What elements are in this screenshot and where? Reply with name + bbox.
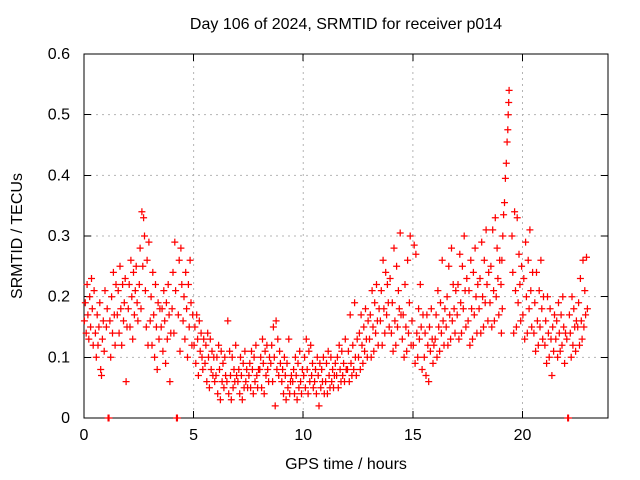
x-tick-label: 5 [189,427,198,444]
x-tick-label: 20 [514,427,532,444]
y-tick-label: 0.6 [48,46,70,63]
chart-title: Day 106 of 2024, SRMTID for receiver p01… [189,16,503,33]
y-tick-label: 0.4 [48,167,70,184]
x-tick-label: 10 [294,427,312,444]
x-axis-label: GPS time / hours [285,456,407,473]
y-tick-label: 0.1 [48,349,70,366]
x-tick-label: 0 [80,427,89,444]
y-tick-label: 0.2 [48,289,70,306]
y-tick-label: 0.5 [48,107,70,124]
data-point-markers [80,86,591,422]
x-tick-label: 15 [404,427,422,444]
y-tick-label: 0.3 [48,228,70,245]
y-tick-label: 0 [61,410,70,427]
